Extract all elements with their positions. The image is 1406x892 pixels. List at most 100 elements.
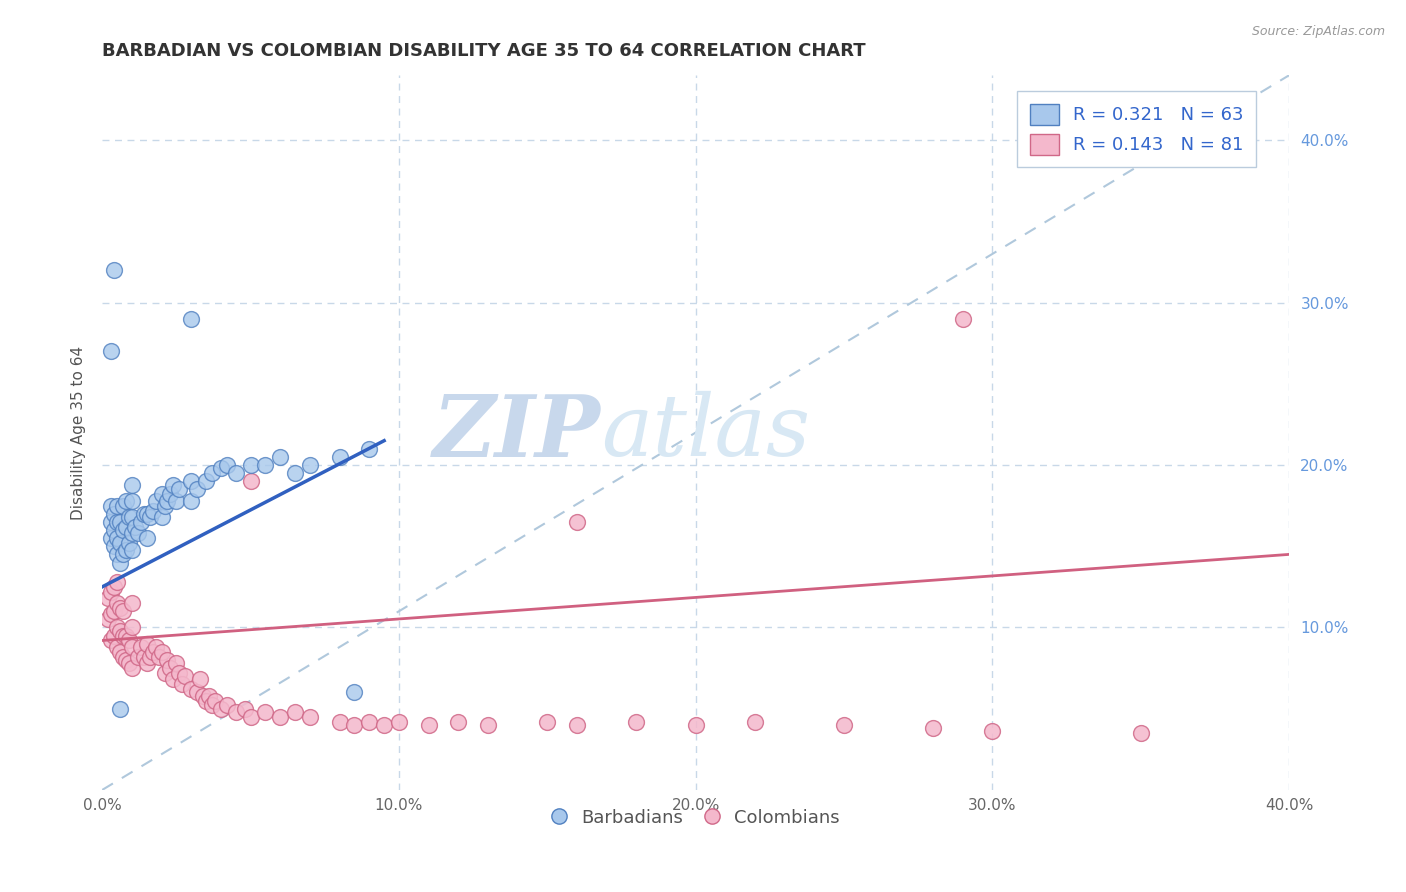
- Point: [108, 515, 131, 529]
- Point: [162, 673, 184, 687]
- Point: [626, 714, 648, 729]
- Point: [138, 649, 160, 664]
- Point: [418, 718, 440, 732]
- Point: [121, 640, 143, 654]
- Point: [100, 633, 122, 648]
- Point: [138, 510, 160, 524]
- Point: [105, 531, 128, 545]
- Point: [150, 645, 173, 659]
- Point: [209, 461, 232, 475]
- Point: [135, 637, 157, 651]
- Point: [832, 718, 855, 732]
- Point: [100, 584, 122, 599]
- Point: [685, 718, 707, 732]
- Point: [115, 542, 138, 557]
- Point: [103, 263, 125, 277]
- Point: [108, 536, 131, 550]
- Point: [159, 661, 181, 675]
- Point: [169, 665, 191, 680]
- Point: [135, 531, 157, 545]
- Point: [105, 620, 128, 634]
- Point: [254, 458, 277, 472]
- Point: [129, 515, 152, 529]
- Point: [191, 689, 214, 703]
- Point: [100, 499, 122, 513]
- Point: [142, 645, 165, 659]
- Point: [103, 523, 125, 537]
- Point: [129, 640, 152, 654]
- Point: [124, 520, 146, 534]
- Point: [195, 693, 218, 707]
- Text: ZIP: ZIP: [433, 391, 600, 475]
- Point: [343, 718, 366, 732]
- Point: [145, 640, 167, 654]
- Point: [105, 596, 128, 610]
- Point: [180, 682, 202, 697]
- Point: [201, 466, 224, 480]
- Point: [215, 698, 238, 713]
- Point: [111, 604, 134, 618]
- Point: [169, 483, 191, 497]
- Point: [204, 693, 226, 707]
- Point: [329, 714, 352, 729]
- Text: atlas: atlas: [600, 392, 810, 474]
- Point: [111, 629, 134, 643]
- Point: [269, 710, 291, 724]
- Point: [100, 531, 122, 545]
- Point: [150, 487, 173, 501]
- Point: [162, 477, 184, 491]
- Point: [121, 620, 143, 634]
- Point: [225, 705, 247, 719]
- Point: [180, 311, 202, 326]
- Point: [209, 702, 232, 716]
- Point: [145, 493, 167, 508]
- Point: [156, 493, 179, 508]
- Point: [165, 493, 187, 508]
- Point: [105, 515, 128, 529]
- Point: [118, 510, 141, 524]
- Point: [121, 661, 143, 675]
- Point: [135, 507, 157, 521]
- Point: [981, 724, 1004, 739]
- Y-axis label: Disability Age 35 to 64: Disability Age 35 to 64: [72, 345, 86, 520]
- Point: [233, 702, 256, 716]
- Point: [225, 466, 247, 480]
- Point: [269, 450, 291, 464]
- Point: [142, 503, 165, 517]
- Point: [100, 344, 122, 359]
- Point: [100, 607, 122, 622]
- Point: [108, 702, 131, 716]
- Point: [388, 714, 411, 729]
- Point: [111, 523, 134, 537]
- Point: [153, 499, 176, 513]
- Point: [180, 475, 202, 489]
- Point: [108, 624, 131, 638]
- Point: [118, 536, 141, 550]
- Point: [477, 718, 499, 732]
- Point: [115, 653, 138, 667]
- Point: [105, 640, 128, 654]
- Point: [215, 458, 238, 472]
- Point: [298, 710, 321, 724]
- Point: [359, 714, 381, 729]
- Text: Source: ZipAtlas.com: Source: ZipAtlas.com: [1251, 25, 1385, 38]
- Point: [97, 612, 120, 626]
- Point: [536, 714, 558, 729]
- Point: [156, 653, 179, 667]
- Point: [343, 685, 366, 699]
- Point: [115, 493, 138, 508]
- Point: [100, 515, 122, 529]
- Point: [239, 458, 262, 472]
- Point: [135, 657, 157, 671]
- Point: [744, 714, 766, 729]
- Point: [115, 629, 138, 643]
- Point: [132, 507, 155, 521]
- Point: [201, 698, 224, 713]
- Point: [103, 507, 125, 521]
- Point: [108, 601, 131, 615]
- Point: [121, 510, 143, 524]
- Point: [118, 657, 141, 671]
- Point: [111, 548, 134, 562]
- Point: [111, 649, 134, 664]
- Point: [165, 657, 187, 671]
